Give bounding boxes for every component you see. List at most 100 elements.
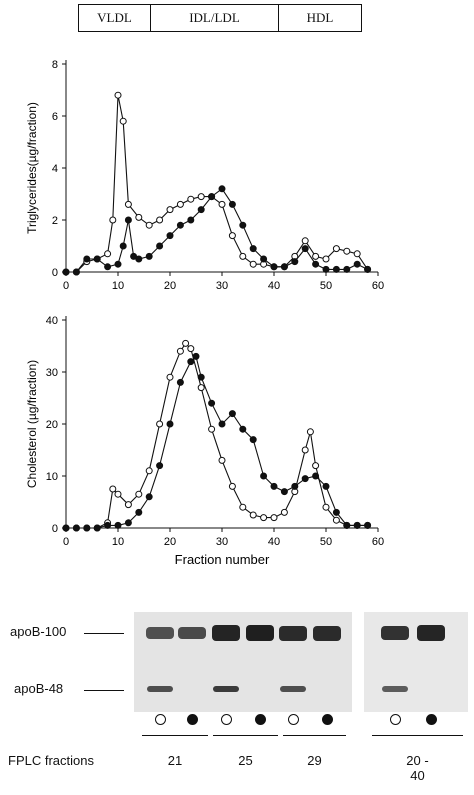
data-point-filled-circle	[239, 221, 247, 229]
data-point-open-circle	[156, 216, 164, 224]
data-point-open-circle	[166, 373, 174, 381]
data-point-filled-circle	[260, 255, 268, 263]
fraction-group-label: 21	[167, 753, 183, 768]
data-point-filled-circle	[364, 265, 372, 273]
chart-1-axes: 0 10 20 30 40 50 60 0 10 20 30 40 Cholesterol (µg/fr…	[25, 315, 384, 567]
data-point-filled-circle	[145, 252, 153, 260]
data-point-filled-circle	[260, 472, 268, 480]
data-point-open-circle	[124, 200, 132, 208]
data-point-filled-circle	[197, 206, 205, 214]
data-point-filled-circle	[72, 268, 80, 276]
data-point-open-circle	[249, 511, 257, 519]
data-point-open-circle	[343, 247, 351, 255]
y-tick-label: 4	[52, 163, 58, 175]
data-point-open-circle	[182, 339, 190, 347]
data-point-filled-circle	[332, 508, 340, 516]
data-point-filled-circle	[249, 245, 257, 253]
data-point-filled-circle	[104, 521, 112, 529]
data-point-filled-circle	[301, 475, 309, 483]
data-point-open-circle	[306, 428, 314, 436]
data-point-filled-circle	[197, 373, 205, 381]
data-point-filled-circle	[322, 482, 330, 490]
x-tick-label: 10	[112, 280, 124, 292]
data-point-filled-circle	[218, 185, 226, 193]
band-apob48	[213, 686, 239, 692]
band-apob100	[246, 625, 274, 641]
x-tick-label: 0	[63, 280, 69, 292]
data-point-filled-circle	[156, 242, 164, 250]
y-tick-label: 40	[46, 315, 58, 327]
data-point-filled-circle	[353, 521, 361, 529]
data-point-filled-circle	[93, 524, 101, 532]
data-point-open-circle	[239, 503, 247, 511]
data-point-filled-circle	[135, 508, 143, 516]
data-point-filled-circle	[280, 488, 288, 496]
fraction-group-line	[213, 735, 278, 736]
data-point-filled-circle	[119, 242, 127, 250]
data-point-filled-circle	[114, 260, 122, 268]
data-point-open-circle	[270, 514, 278, 522]
data-point-filled-circle	[166, 420, 174, 428]
fraction-group-label: 29	[307, 753, 322, 768]
y-tick-label: 0	[52, 523, 58, 535]
data-point-open-circle	[301, 237, 309, 245]
x-tick-label: 20	[164, 536, 176, 548]
fplc-fractions-label: FPLC fractions	[8, 753, 94, 768]
data-point-filled-circle	[312, 472, 320, 480]
data-point-open-circle	[260, 514, 268, 522]
data-point-open-circle	[322, 503, 330, 511]
data-point-filled-circle	[72, 524, 80, 532]
fraction-group-label: 25	[238, 753, 253, 768]
data-point-open-circle	[332, 245, 340, 253]
open-circle-symbol	[155, 714, 166, 725]
data-point-open-circle	[135, 490, 143, 498]
fraction-group-line	[372, 735, 463, 736]
data-point-filled-circle	[176, 378, 184, 386]
data-point-filled-circle	[104, 263, 112, 271]
band-apob100	[313, 625, 341, 641]
band-apob100	[279, 625, 307, 641]
data-point-open-circle	[228, 232, 236, 240]
header-segment-idlldl: IDL/LDL	[151, 5, 279, 31]
data-point-open-circle	[109, 216, 117, 224]
data-point-filled-circle	[270, 482, 278, 490]
data-point-filled-circle	[218, 420, 226, 428]
data-point-open-circle	[228, 482, 236, 490]
x-tick-label: 30	[216, 536, 228, 548]
data-point-filled-circle	[135, 255, 143, 263]
data-point-filled-circle	[83, 255, 91, 263]
x-tick-label: 30	[216, 280, 228, 292]
data-point-open-circle	[301, 446, 309, 454]
data-point-open-circle	[353, 250, 361, 258]
band-apob100	[178, 626, 206, 640]
y-tick-label: 30	[46, 367, 58, 379]
series-line-open-circle	[66, 342, 368, 529]
data-point-open-circle	[176, 347, 184, 355]
data-point-filled-circle	[62, 268, 70, 276]
data-point-filled-circle	[322, 265, 330, 273]
open-circle-symbol	[390, 714, 401, 725]
y-tick-label: 0	[52, 267, 58, 279]
data-point-filled-circle	[270, 263, 278, 271]
open-circle-symbol	[221, 714, 232, 725]
y-tick-label: 8	[52, 59, 58, 71]
open-circle-symbol	[288, 714, 299, 725]
x-tick-label: 40	[268, 536, 280, 548]
triglycerides-chart: 0 10 20 30 40 50 60 0 2 4 6 8 Triglycerides(µg/fract…	[25, 59, 384, 292]
data-point-filled-circle	[228, 200, 236, 208]
lipoprotein-class-header: VLDL IDL/LDL HDL	[78, 4, 362, 32]
band-label-apob48: apoB-48	[14, 681, 64, 696]
y-tick-label: 2	[52, 215, 58, 227]
band-label-apob100: apoB-100	[10, 624, 67, 639]
data-point-filled-circle	[280, 263, 288, 271]
data-point-filled-circle	[364, 521, 372, 529]
data-point-filled-circle	[166, 232, 174, 240]
data-point-open-circle	[135, 213, 143, 221]
filled-circle-symbol	[426, 714, 437, 725]
data-point-open-circle	[280, 508, 288, 516]
band-pointer-line-apob48	[84, 690, 124, 691]
x-tick-label: 50	[320, 536, 332, 548]
band-apob100	[381, 625, 409, 641]
data-point-open-circle	[187, 195, 195, 203]
data-point-open-circle	[176, 200, 184, 208]
